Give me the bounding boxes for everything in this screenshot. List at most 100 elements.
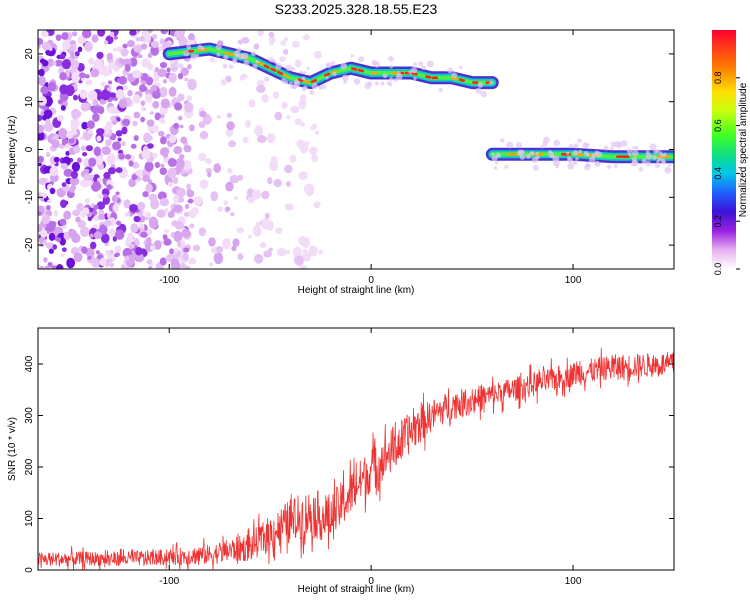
noise-speckle: [170, 258, 180, 269]
spectrogram-y-tick-label: 20: [24, 48, 35, 60]
noise-speckle: [184, 102, 194, 113]
noise-speckle: [91, 34, 99, 43]
track-halo-speckle: [595, 151, 602, 158]
track-halo-speckle: [606, 164, 612, 169]
track-halo-speckle: [386, 81, 391, 85]
track-halo-speckle: [610, 147, 614, 151]
track-halo-speckle: [588, 156, 596, 164]
track-halo-speckle: [649, 143, 657, 151]
noise-speckle: [215, 246, 224, 253]
noise-speckle: [106, 87, 112, 92]
track-halo-speckle: [531, 156, 539, 164]
snr-y-ticks: 0 100 200 300 400: [24, 355, 674, 573]
noise-speckle: [180, 67, 189, 76]
noise-speckle: [93, 181, 101, 191]
noise-speckle: [128, 160, 134, 167]
snr-panel: -100 0 100 0 100 200 300 400 Height of straigh…: [7, 327, 675, 595]
track-halo-speckle: [186, 44, 192, 50]
noise-speckle: [99, 98, 106, 105]
track-halo-speckle: [553, 139, 561, 147]
track-halo-speckle: [480, 90, 487, 98]
signal-hot-spot: [263, 64, 270, 69]
track-halo-speckle: [389, 76, 394, 82]
track-halo-speckle: [395, 73, 403, 81]
noise-speckle: [198, 121, 206, 129]
noise-speckle: [313, 201, 321, 209]
noise-speckle: [241, 36, 250, 44]
noise-speckle: [152, 153, 159, 159]
noise-speckle: [93, 231, 103, 240]
noise-speckle: [65, 150, 70, 156]
noise-speckle: [296, 139, 305, 148]
track-halo-speckle: [195, 54, 200, 59]
noise-speckle: [176, 30, 186, 37]
noise-speckle: [40, 110, 45, 117]
noise-speckle: [118, 98, 128, 109]
noise-speckle: [38, 211, 42, 216]
noise-speckle: [298, 171, 308, 180]
noise-speckle: [188, 257, 197, 265]
spectrogram-x-ticks: -100 0 100: [159, 30, 582, 286]
noise-speckle: [268, 31, 275, 38]
noise-speckle: [48, 248, 54, 254]
noise-speckle: [40, 229, 48, 238]
noise-speckle: [90, 241, 97, 250]
track-halo-speckle: [664, 166, 672, 174]
noise-speckle: [79, 136, 84, 141]
noise-speckle: [225, 128, 234, 137]
noise-speckle: [163, 229, 169, 234]
noise-speckle: [236, 227, 244, 234]
track-halo-speckle: [573, 143, 579, 149]
track-halo-speckle: [451, 72, 458, 79]
noise-speckle: [187, 78, 197, 91]
noise-speckle: [177, 93, 185, 102]
noise-speckle: [159, 136, 167, 145]
track-halo-speckle: [408, 70, 412, 74]
noise-speckle: [103, 171, 111, 179]
noise-speckle: [227, 167, 233, 174]
noise-speckle: [117, 137, 122, 142]
noise-speckle: [91, 209, 98, 216]
noise-speckle: [157, 130, 165, 137]
noise-speckle: [152, 100, 160, 109]
noise-speckle: [73, 252, 83, 263]
noise-speckle: [173, 122, 180, 130]
noise-speckle: [177, 72, 184, 80]
noise-speckle: [180, 136, 188, 144]
spectrogram-x-tick-label: 0: [368, 275, 374, 286]
noise-speckle: [71, 59, 79, 70]
track-halo-speckle: [330, 60, 336, 66]
spectrogram-y-label: Frequency (Hz): [7, 116, 18, 185]
noise-speckle: [133, 215, 141, 223]
track-halo-speckle: [504, 164, 509, 169]
noise-speckle: [228, 140, 237, 148]
noise-speckle: [87, 256, 92, 260]
noise-speckle: [173, 230, 183, 243]
noise-speckle: [55, 34, 62, 42]
noise-speckle: [149, 245, 156, 251]
noise-speckle: [191, 207, 199, 215]
noise-speckle: [114, 252, 120, 257]
noise-speckle: [142, 34, 152, 43]
noise-speckle: [49, 187, 56, 195]
noise-speckle: [69, 51, 75, 57]
signal-hot-spot: [357, 68, 365, 73]
noise-speckle: [121, 126, 128, 135]
noise-speckle: [146, 119, 155, 127]
noise-speckle: [75, 216, 81, 223]
noise-speckle: [226, 112, 232, 119]
noise-speckle: [38, 263, 41, 269]
noise-speckle: [85, 247, 95, 258]
noise-speckle: [45, 151, 51, 158]
noise-speckle: [141, 149, 151, 160]
track-halo-speckle: [371, 59, 377, 66]
noise-speckle: [135, 169, 144, 177]
track-halo-speckle: [215, 43, 222, 51]
noise-speckle: [189, 124, 195, 132]
noise-speckle: [169, 248, 175, 255]
noise-speckle: [127, 232, 134, 241]
noise-speckle: [105, 139, 112, 147]
noise-speckle: [115, 229, 125, 240]
snr-y-label: SNR (10 * v/v): [7, 417, 18, 481]
noise-speckle: [173, 146, 183, 155]
